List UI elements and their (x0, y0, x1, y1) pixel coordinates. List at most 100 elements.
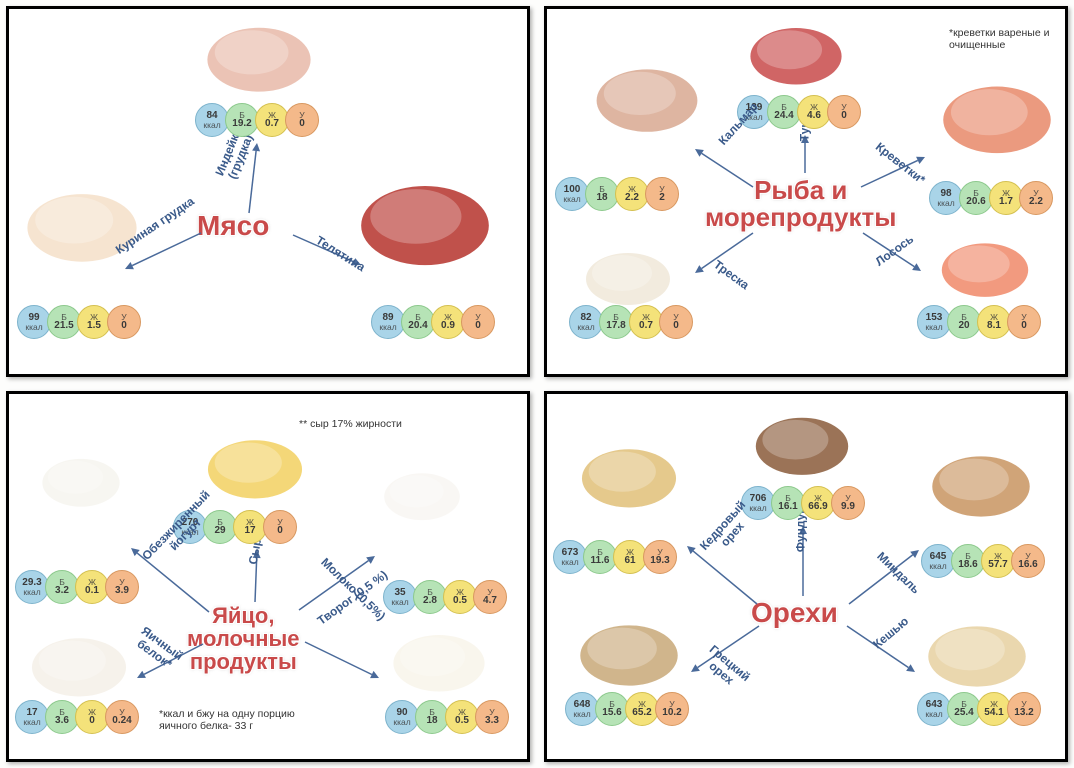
food-image (573, 432, 685, 518)
nutri-circle: Б24.4 (767, 95, 801, 129)
panel: Рыба и морепродукты *креветки вареные и о… (544, 6, 1068, 377)
nutri-circle: Ж0.7 (629, 305, 663, 339)
nutri-circle: Ж4.6 (797, 95, 831, 129)
panel: Мясо Индейка (грудка)84ккал Б19.2 Ж0.7 У… (6, 6, 530, 377)
footnote: *креветки вареные и очищенные (949, 27, 1049, 51)
food-image (571, 610, 687, 694)
infographic-grid: Мясо Индейка (грудка)84ккал Б19.2 Ж0.7 У… (6, 6, 1068, 762)
nutri-circle: Б20.6 (959, 181, 993, 215)
nutrition-row: 35ккал Б2.8 Ж0.5 У4.7 (383, 580, 507, 614)
nutri-circle: Б18.6 (951, 544, 985, 578)
nutri-circle: У19.3 (643, 540, 677, 574)
nutri-circle: У10.2 (655, 692, 689, 726)
food-image-placeholder (199, 426, 311, 506)
nutri-circle: 153ккал (917, 305, 951, 339)
nutri-circle: 673ккал (553, 540, 587, 574)
nutri-circle: Ж61 (613, 540, 647, 574)
nutri-circle: 643ккал (917, 692, 951, 726)
nutri-circle: Б17.8 (599, 305, 633, 339)
nutrition-row: 82ккал Б17.8 Ж0.7 У0 (569, 305, 693, 339)
food-image (923, 231, 1047, 303)
nutrition-row: 153ккал Б20 Ж8.1 У0 (917, 305, 1041, 339)
category-title: Орехи (751, 598, 838, 627)
food-image (349, 165, 501, 277)
nutri-circle: 99ккал (17, 305, 51, 339)
food-image (381, 622, 497, 698)
nutrition-row: 99ккал Б21.5 Ж1.5 У0 (17, 305, 141, 339)
food-image (565, 241, 691, 311)
food-image-placeholder (933, 67, 1061, 165)
nutri-circle: 645ккал (921, 544, 955, 578)
nutri-circle: У0.24 (105, 700, 139, 734)
food-image (747, 404, 857, 482)
nutrition-row: 648ккал Б15.6 Ж65.2 У10.2 (565, 692, 689, 726)
nutri-circle: 82ккал (569, 305, 603, 339)
nutri-circle: 17ккал (15, 700, 49, 734)
food-image (377, 434, 467, 554)
nutri-circle: У9.9 (831, 486, 865, 520)
food-image (919, 612, 1035, 694)
nutri-circle: Ж8.1 (977, 305, 1011, 339)
nutri-circle: У16.6 (1011, 544, 1045, 578)
food-image-placeholder (381, 622, 497, 698)
food-image-placeholder (35, 432, 127, 528)
food-label: Грецкий орех (699, 643, 752, 693)
nutri-circle: Ж1.7 (989, 181, 1023, 215)
nutri-circle: 84ккал (195, 103, 229, 137)
food-image-placeholder (189, 13, 329, 99)
nutri-circle: Б21.5 (47, 305, 81, 339)
nutri-circle: Б20 (947, 305, 981, 339)
nutri-circle: 29.3ккал (15, 570, 49, 604)
nutri-circle: 98ккал (929, 181, 963, 215)
nutri-circle: У4.7 (473, 580, 507, 614)
food-image-placeholder (573, 432, 685, 518)
nutri-circle: Ж57.7 (981, 544, 1015, 578)
nutri-circle: Б15.6 (595, 692, 629, 726)
nutri-circle: Ж1.5 (77, 305, 111, 339)
food-image (587, 49, 707, 145)
food-image (189, 13, 329, 99)
nutri-circle: У2.2 (1019, 181, 1053, 215)
category-title: Рыба и морепродукты (705, 177, 896, 232)
food-image-placeholder (349, 165, 501, 277)
nutri-circle: У0 (263, 510, 297, 544)
food-image (933, 67, 1061, 165)
nutri-circle: У2 (645, 177, 679, 211)
nutri-circle: Б11.6 (583, 540, 617, 574)
nutrition-row: 90ккал Б18 Ж0.5 У3.3 (385, 700, 509, 734)
footnote: *ккал и бжу на одну порцию яичного белка… (159, 708, 295, 732)
nutri-circle: Ж0 (75, 700, 109, 734)
nutri-circle: У0 (461, 305, 495, 339)
nutri-circle: Б16.1 (771, 486, 805, 520)
nutri-circle: Ж17 (233, 510, 267, 544)
nutri-circle: У0 (1007, 305, 1041, 339)
nutrition-row: 645ккал Б18.6 Ж57.7 У16.6 (921, 544, 1045, 578)
nutri-circle: У3.9 (105, 570, 139, 604)
food-image-placeholder (923, 231, 1047, 303)
nutri-circle: Б3.2 (45, 570, 79, 604)
food-image-placeholder (587, 49, 707, 145)
nutri-circle: Ж0.5 (445, 700, 479, 734)
nutri-circle: 648ккал (565, 692, 599, 726)
nutri-circle: У3.3 (475, 700, 509, 734)
nutrition-row: 29.3ккал Б3.2 Ж0.1 У3.9 (15, 570, 139, 604)
food-image-placeholder (747, 404, 857, 482)
food-image (199, 426, 311, 506)
food-image-placeholder (377, 434, 467, 554)
nutrition-row: 17ккал Б3.6 Ж0 У0.24 (15, 700, 139, 734)
nutrition-row: 673ккал Б11.6 Ж61 У19.3 (553, 540, 677, 574)
footnote: ** сыр 17% жирности (299, 418, 402, 430)
nutri-circle: Б19.2 (225, 103, 259, 137)
food-label: Треска (711, 258, 751, 292)
nutri-circle: Б25.4 (947, 692, 981, 726)
nutri-circle: У13.2 (1007, 692, 1041, 726)
nutri-circle: Ж0.9 (431, 305, 465, 339)
food-label: Миндаль (875, 550, 923, 597)
nutri-circle: Б18 (415, 700, 449, 734)
food-image (923, 438, 1039, 528)
nutri-circle: Ж54.1 (977, 692, 1011, 726)
food-image-placeholder (571, 610, 687, 694)
category-title: Яйцо, молочные продукты (187, 604, 300, 673)
nutri-circle: У0 (285, 103, 319, 137)
nutrition-row: 98ккал Б20.6 Ж1.7 У2.2 (929, 181, 1053, 215)
